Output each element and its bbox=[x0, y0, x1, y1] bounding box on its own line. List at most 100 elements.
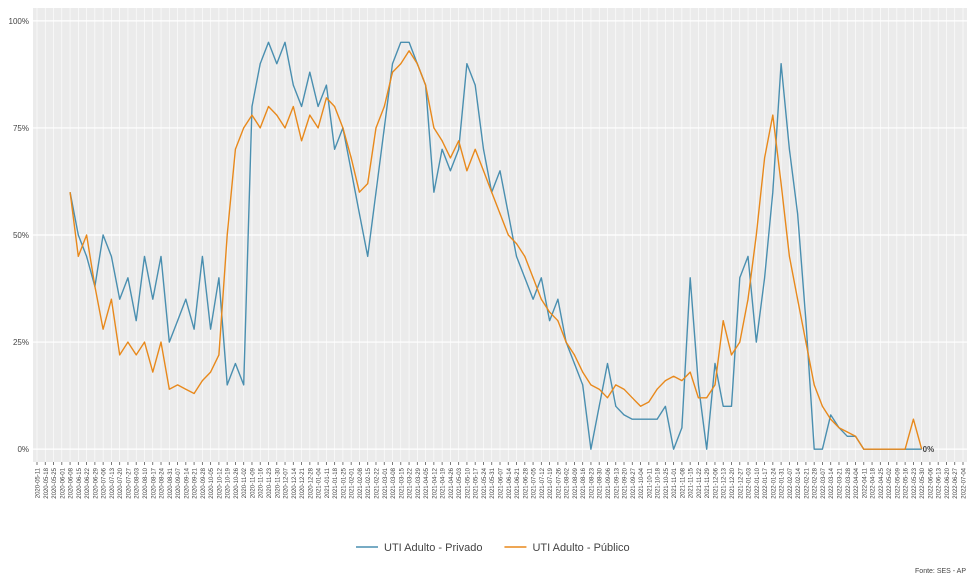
x-tick-label: 2021-09-06 bbox=[606, 467, 612, 498]
x-tick-label: 2020-06-08 bbox=[69, 467, 75, 498]
x-tick-label: 2022-02-21 bbox=[804, 467, 810, 498]
x-tick-label: 2021-10-25 bbox=[664, 467, 670, 498]
x-tick-label: 2021-04-19 bbox=[441, 467, 447, 498]
x-tick-label: 2021-01-18 bbox=[333, 467, 339, 498]
x-tick-label: 2021-05-03 bbox=[457, 467, 463, 498]
x-tick-label: 2020-09-07 bbox=[176, 467, 182, 498]
x-tick-label: 2022-07-04 bbox=[962, 467, 968, 498]
caption: Fonte: SES - AP bbox=[915, 568, 966, 575]
x-tick-label: 2021-07-26 bbox=[556, 467, 562, 498]
x-tick-label: 2022-02-07 bbox=[788, 467, 794, 498]
x-tick-label: 2020-06-29 bbox=[93, 467, 99, 498]
y-tick-label: 0% bbox=[17, 445, 29, 454]
x-tick-label: 2022-01-17 bbox=[763, 467, 769, 498]
x-tick-label: 2021-10-11 bbox=[647, 467, 653, 498]
x-tick-label: 2021-06-07 bbox=[499, 467, 505, 498]
x-tick-label: 2021-08-30 bbox=[598, 467, 604, 498]
x-tick-label: 2020-08-17 bbox=[151, 467, 157, 498]
x-tick-label: 2020-07-27 bbox=[126, 467, 132, 498]
x-tick-label: 2021-06-14 bbox=[507, 467, 513, 498]
x-tick-label: 2020-12-14 bbox=[292, 467, 298, 498]
y-tick-label: 100% bbox=[9, 17, 29, 26]
x-tick-label: 2021-01-04 bbox=[317, 467, 323, 498]
x-tick-label: 2021-07-19 bbox=[548, 467, 554, 498]
x-tick-label: 2022-02-28 bbox=[813, 467, 819, 498]
legend-label: UTI Adulto - Público bbox=[532, 542, 629, 554]
x-tick-label: 2021-05-31 bbox=[490, 467, 496, 498]
x-tick-label: 2020-12-28 bbox=[308, 467, 314, 498]
series-line bbox=[69, 41, 922, 450]
x-tick-label: 2021-08-23 bbox=[589, 467, 595, 498]
x-tick-label: 2020-10-12 bbox=[217, 467, 223, 498]
x-tick-label: 2022-01-31 bbox=[780, 467, 786, 498]
x-tick-label: 2020-11-02 bbox=[242, 467, 248, 498]
x-tick-label: 2021-12-06 bbox=[713, 467, 719, 498]
annotation: 0% bbox=[923, 445, 935, 454]
x-tick-label: 2022-06-13 bbox=[937, 467, 943, 498]
x-tick-label: 2022-05-30 bbox=[920, 467, 926, 498]
x-tick-label: 2021-08-09 bbox=[573, 467, 579, 498]
x-tick-label: 2021-02-01 bbox=[350, 467, 356, 498]
x-tick-label: 2021-03-29 bbox=[416, 467, 422, 498]
x-tick-label: 2021-11-01 bbox=[672, 467, 678, 498]
x-tick-label: 2021-07-12 bbox=[540, 467, 546, 498]
x-tick-label: 2020-05-18 bbox=[44, 467, 50, 498]
x-tick-label: 2021-08-16 bbox=[581, 467, 587, 498]
x-tick-label: 2020-07-20 bbox=[118, 467, 124, 498]
x-tick-label: 2020-12-07 bbox=[284, 467, 290, 498]
x-tick-label: 2021-10-04 bbox=[639, 467, 645, 498]
x-tick-label: 2022-06-20 bbox=[945, 467, 951, 498]
x-tick-label: 2020-05-25 bbox=[52, 467, 58, 498]
x-tick-label: 2022-03-28 bbox=[846, 467, 852, 498]
x-tick-label: 2020-11-30 bbox=[275, 467, 281, 498]
x-tick-label: 2022-03-07 bbox=[821, 467, 827, 498]
x-tick-label: 2021-01-11 bbox=[325, 467, 331, 498]
x-tick-label: 2022-01-10 bbox=[755, 467, 761, 498]
x-tick-label: 2020-08-03 bbox=[135, 467, 141, 498]
x-tick-label: 2021-04-26 bbox=[449, 467, 455, 498]
x-tick-label: 2021-11-22 bbox=[697, 467, 703, 498]
x-tick-label: 2021-08-02 bbox=[565, 467, 571, 498]
x-tick-label: 2022-02-14 bbox=[796, 467, 802, 498]
x-tick-label: 2021-11-08 bbox=[680, 467, 686, 498]
x-tick-label: 2020-09-14 bbox=[184, 467, 190, 498]
x-tick-label: 2021-03-22 bbox=[408, 467, 414, 498]
x-tick-label: 2020-12-21 bbox=[300, 467, 306, 498]
x-tick-label: 2021-05-24 bbox=[482, 467, 488, 498]
x-tick-label: 2021-06-28 bbox=[523, 467, 529, 498]
x-tick-label: 2021-11-15 bbox=[689, 467, 695, 498]
x-tick-label: 2021-02-15 bbox=[366, 467, 372, 498]
x-tick-label: 2022-03-21 bbox=[837, 467, 843, 498]
x-tick-label: 2021-10-18 bbox=[656, 467, 662, 498]
x-tick-label: 2020-06-22 bbox=[85, 467, 91, 498]
x-tick-label: 2022-04-04 bbox=[854, 467, 860, 498]
x-tick-label: 2021-09-13 bbox=[614, 467, 620, 498]
x-tick-label: 2021-12-27 bbox=[738, 467, 744, 498]
x-tick-label: 2022-01-24 bbox=[771, 467, 777, 498]
x-tick-label: 2020-10-26 bbox=[234, 467, 240, 498]
x-tick-label: 2020-11-23 bbox=[267, 467, 273, 498]
x-tick-label: 2020-08-10 bbox=[143, 467, 149, 498]
x-tick-label: 2021-12-13 bbox=[722, 467, 728, 498]
y-tick-label: 75% bbox=[13, 124, 29, 133]
x-tick-label: 2021-05-17 bbox=[474, 467, 480, 498]
series-line bbox=[69, 50, 923, 450]
x-tick-label: 2021-09-20 bbox=[623, 467, 629, 498]
x-tick-label: 2020-11-16 bbox=[259, 467, 265, 498]
x-tick-label: 2021-02-08 bbox=[358, 467, 364, 498]
x-tick-label: 2021-12-20 bbox=[730, 467, 736, 498]
x-tick-label: 2022-04-11 bbox=[862, 467, 868, 498]
x-tick-label: 2021-11-29 bbox=[705, 467, 711, 498]
x-tick-label: 2022-03-14 bbox=[829, 467, 835, 498]
x-tick-label: 2020-07-13 bbox=[110, 467, 116, 498]
x-tick-label: 2022-01-03 bbox=[747, 467, 753, 498]
x-tick-label: 2021-06-21 bbox=[515, 467, 521, 498]
x-tick-label: 2022-05-02 bbox=[887, 467, 893, 498]
x-tick-label: 2021-01-25 bbox=[341, 467, 347, 498]
x-tick-label: 2021-09-27 bbox=[631, 467, 637, 498]
x-tick-label: 2021-03-08 bbox=[391, 467, 397, 498]
x-tick-label: 2022-04-18 bbox=[871, 467, 877, 498]
x-tick-label: 2020-09-21 bbox=[193, 467, 199, 498]
